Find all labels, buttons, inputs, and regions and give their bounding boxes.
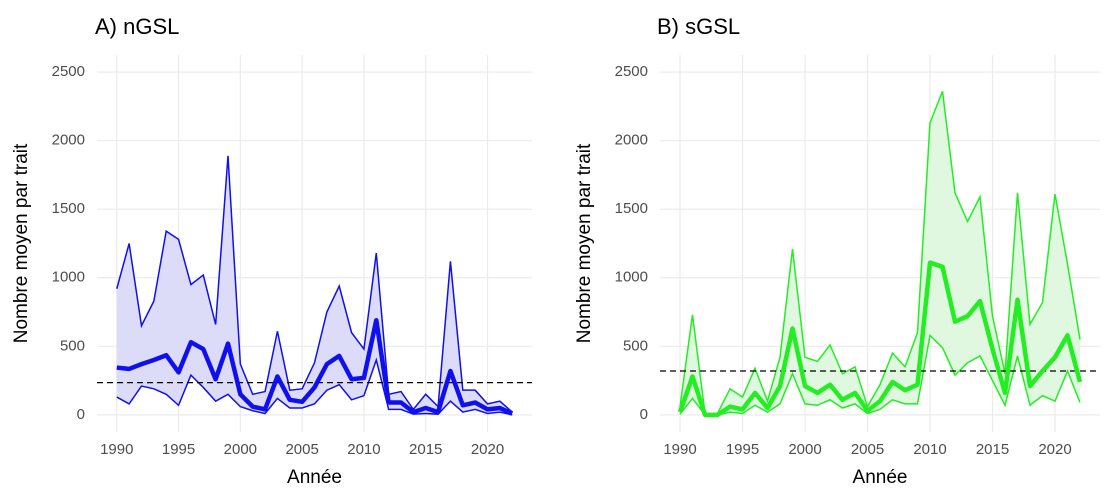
y-tick-label: 500	[60, 337, 85, 354]
x-axis-label: Année	[287, 467, 342, 488]
y-tick-label: 1000	[615, 269, 648, 286]
x-tick-label: 2005	[285, 441, 318, 458]
x-tick-label: 1995	[162, 441, 195, 458]
x-tick-label: 2005	[851, 441, 884, 458]
y-tick-label: 0	[77, 406, 85, 423]
y-tick-label: 1500	[615, 200, 648, 217]
x-tick-label: 2010	[913, 441, 946, 458]
x-tick-label: 2020	[471, 441, 504, 458]
x-tick-label: 2010	[347, 441, 380, 458]
upper-line	[679, 91, 1081, 415]
mean-line	[116, 318, 514, 416]
mean-line	[677, 260, 1083, 418]
lower-line	[679, 333, 1081, 416]
x-tick-label: 2015	[976, 441, 1009, 458]
y-axis-label: Nombre moyen par trait	[574, 143, 595, 343]
y-tick-label: 2000	[52, 132, 85, 149]
lower-line	[116, 357, 513, 416]
panel-title: B) sGSL	[657, 14, 740, 39]
x-tick-label: 2000	[224, 441, 257, 458]
y-tick-label: 1000	[52, 269, 85, 286]
x-tick-label: 1990	[100, 441, 133, 458]
x-axis-label: Année	[853, 467, 908, 488]
confidence-band	[116, 155, 513, 415]
x-tick-label: 1995	[726, 441, 759, 458]
y-tick-label: 1500	[52, 200, 85, 217]
y-tick-label: 0	[640, 406, 648, 423]
y-axis-label: Nombre moyen par trait	[11, 143, 32, 343]
confidence-band	[680, 91, 1080, 415]
x-tick-label: 2015	[409, 441, 442, 458]
y-tick-label: 2500	[52, 63, 85, 80]
y-tick-label: 2000	[615, 132, 648, 149]
panel-title: A) nGSL	[95, 14, 179, 39]
x-tick-label: 2000	[788, 441, 821, 458]
x-tick-label: 2020	[1038, 441, 1071, 458]
y-tick-label: 500	[623, 337, 648, 354]
upper-line	[116, 155, 513, 413]
x-tick-label: 1990	[663, 441, 696, 458]
y-tick-label: 2500	[615, 63, 648, 80]
